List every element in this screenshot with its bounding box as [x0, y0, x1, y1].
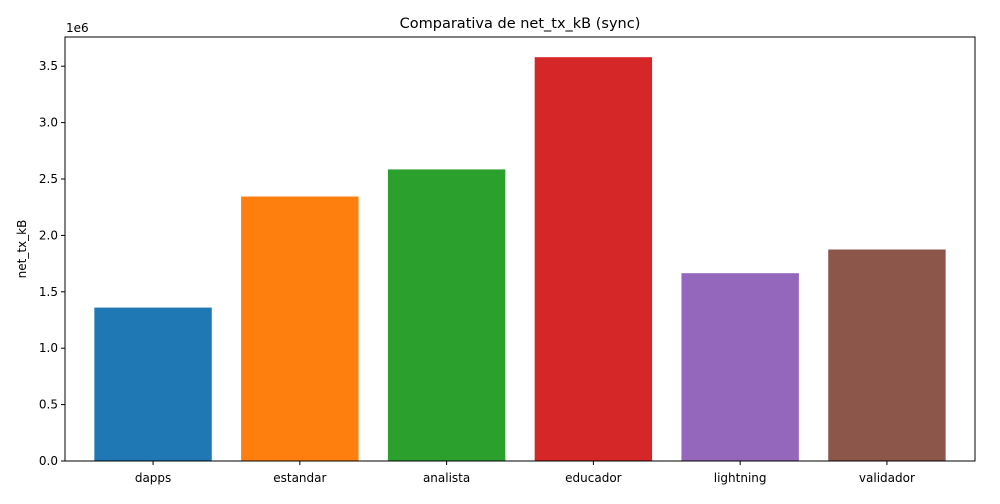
y-tick-label: 0.0 [39, 454, 58, 468]
chart-title: Comparativa de net_tx_kB (sync) [400, 16, 641, 32]
y-tick-label: 3.0 [39, 116, 58, 130]
x-tick-label: educador [565, 471, 622, 485]
bar-educador [534, 57, 653, 461]
x-tick-label: lightning [714, 471, 767, 485]
y-tick-label: 2.0 [39, 228, 58, 242]
y-tick-label: 3.5 [39, 59, 58, 73]
plot-frame [64, 36, 976, 462]
bar-analista [387, 169, 506, 461]
y-tick-label: 2.5 [39, 172, 58, 186]
y-tick-label: 1.5 [39, 285, 58, 299]
bar-validador [828, 249, 946, 461]
y-axis-title: net_tx_kB [15, 220, 29, 279]
bar-lightning [681, 273, 799, 461]
x-tick-label: dapps [135, 471, 171, 485]
bar-series [94, 57, 946, 462]
y-tick-label: 1.0 [39, 341, 58, 355]
y-axis: 0.0 0.5 1.0 1.5 2.0 2.5 3.0 3.5 [39, 59, 65, 468]
y-axis-offset-label: 1e6 [66, 21, 89, 35]
bar-estandar [241, 196, 359, 462]
x-tick-label: estandar [273, 471, 326, 485]
x-tick-label: validador [859, 471, 915, 485]
x-axis: dapps estandar analista educador lightning va… [135, 461, 915, 485]
y-tick-label: 0.5 [39, 398, 58, 412]
x-tick-label: analista [423, 471, 470, 485]
bar-dapps [94, 307, 212, 461]
